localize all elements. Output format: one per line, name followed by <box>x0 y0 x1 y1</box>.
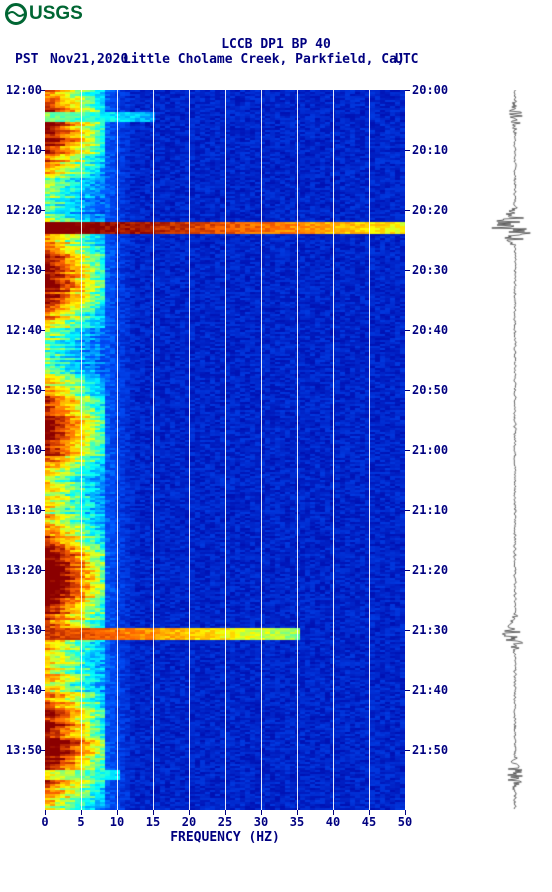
utc-label: UTC <box>395 52 418 67</box>
seismogram-canvas <box>490 90 540 810</box>
date-label: Nov21,2020 <box>50 52 128 67</box>
x-axis-label: FREQUENCY (HZ) <box>45 830 405 845</box>
seismogram-trace <box>490 90 540 810</box>
y-tick-left: 12:20 <box>2 203 42 217</box>
x-tick: 20 <box>179 815 199 829</box>
x-tick: 35 <box>287 815 307 829</box>
y-tick-left: 13:10 <box>2 503 42 517</box>
y-tick-right: 20:40 <box>412 323 448 337</box>
logo-text: USGS <box>29 3 83 25</box>
y-tick-left: 12:10 <box>2 143 42 157</box>
y-tick-left: 13:50 <box>2 743 42 757</box>
x-tick: 30 <box>251 815 271 829</box>
y-tick-right: 20:50 <box>412 383 448 397</box>
y-tick-right: 21:30 <box>412 623 448 637</box>
y-tick-right: 20:30 <box>412 263 448 277</box>
y-tick-left: 13:00 <box>2 443 42 457</box>
y-tick-left: 12:30 <box>2 263 42 277</box>
y-tick-left: 13:30 <box>2 623 42 637</box>
y-tick-right: 21:00 <box>412 443 448 457</box>
x-tick: 45 <box>359 815 379 829</box>
y-tick-left: 13:40 <box>2 683 42 697</box>
chart-title: LCCB DP1 BP 40 <box>0 37 552 52</box>
x-tick: 5 <box>71 815 91 829</box>
x-tick: 40 <box>323 815 343 829</box>
x-tick: 0 <box>35 815 55 829</box>
y-tick-right: 21:40 <box>412 683 448 697</box>
y-tick-left: 12:40 <box>2 323 42 337</box>
y-tick-right: 20:00 <box>412 83 448 97</box>
x-tick: 10 <box>107 815 127 829</box>
y-tick-right: 21:50 <box>412 743 448 757</box>
y-tick-right: 20:20 <box>412 203 448 217</box>
pst-label: PST <box>15 52 38 67</box>
x-tick: 50 <box>395 815 415 829</box>
y-tick-left: 13:20 <box>2 563 42 577</box>
logo-mark <box>5 3 27 25</box>
y-tick-right: 21:10 <box>412 503 448 517</box>
x-tick: 25 <box>215 815 235 829</box>
usgs-logo: USGS <box>5 3 83 25</box>
y-tick-right: 20:10 <box>412 143 448 157</box>
y-tick-left: 12:50 <box>2 383 42 397</box>
y-tick-right: 21:20 <box>412 563 448 577</box>
location-label: Little Cholame Creek, Parkfield, Ca) <box>123 52 405 67</box>
y-tick-left: 12:00 <box>2 83 42 97</box>
x-tick: 15 <box>143 815 163 829</box>
